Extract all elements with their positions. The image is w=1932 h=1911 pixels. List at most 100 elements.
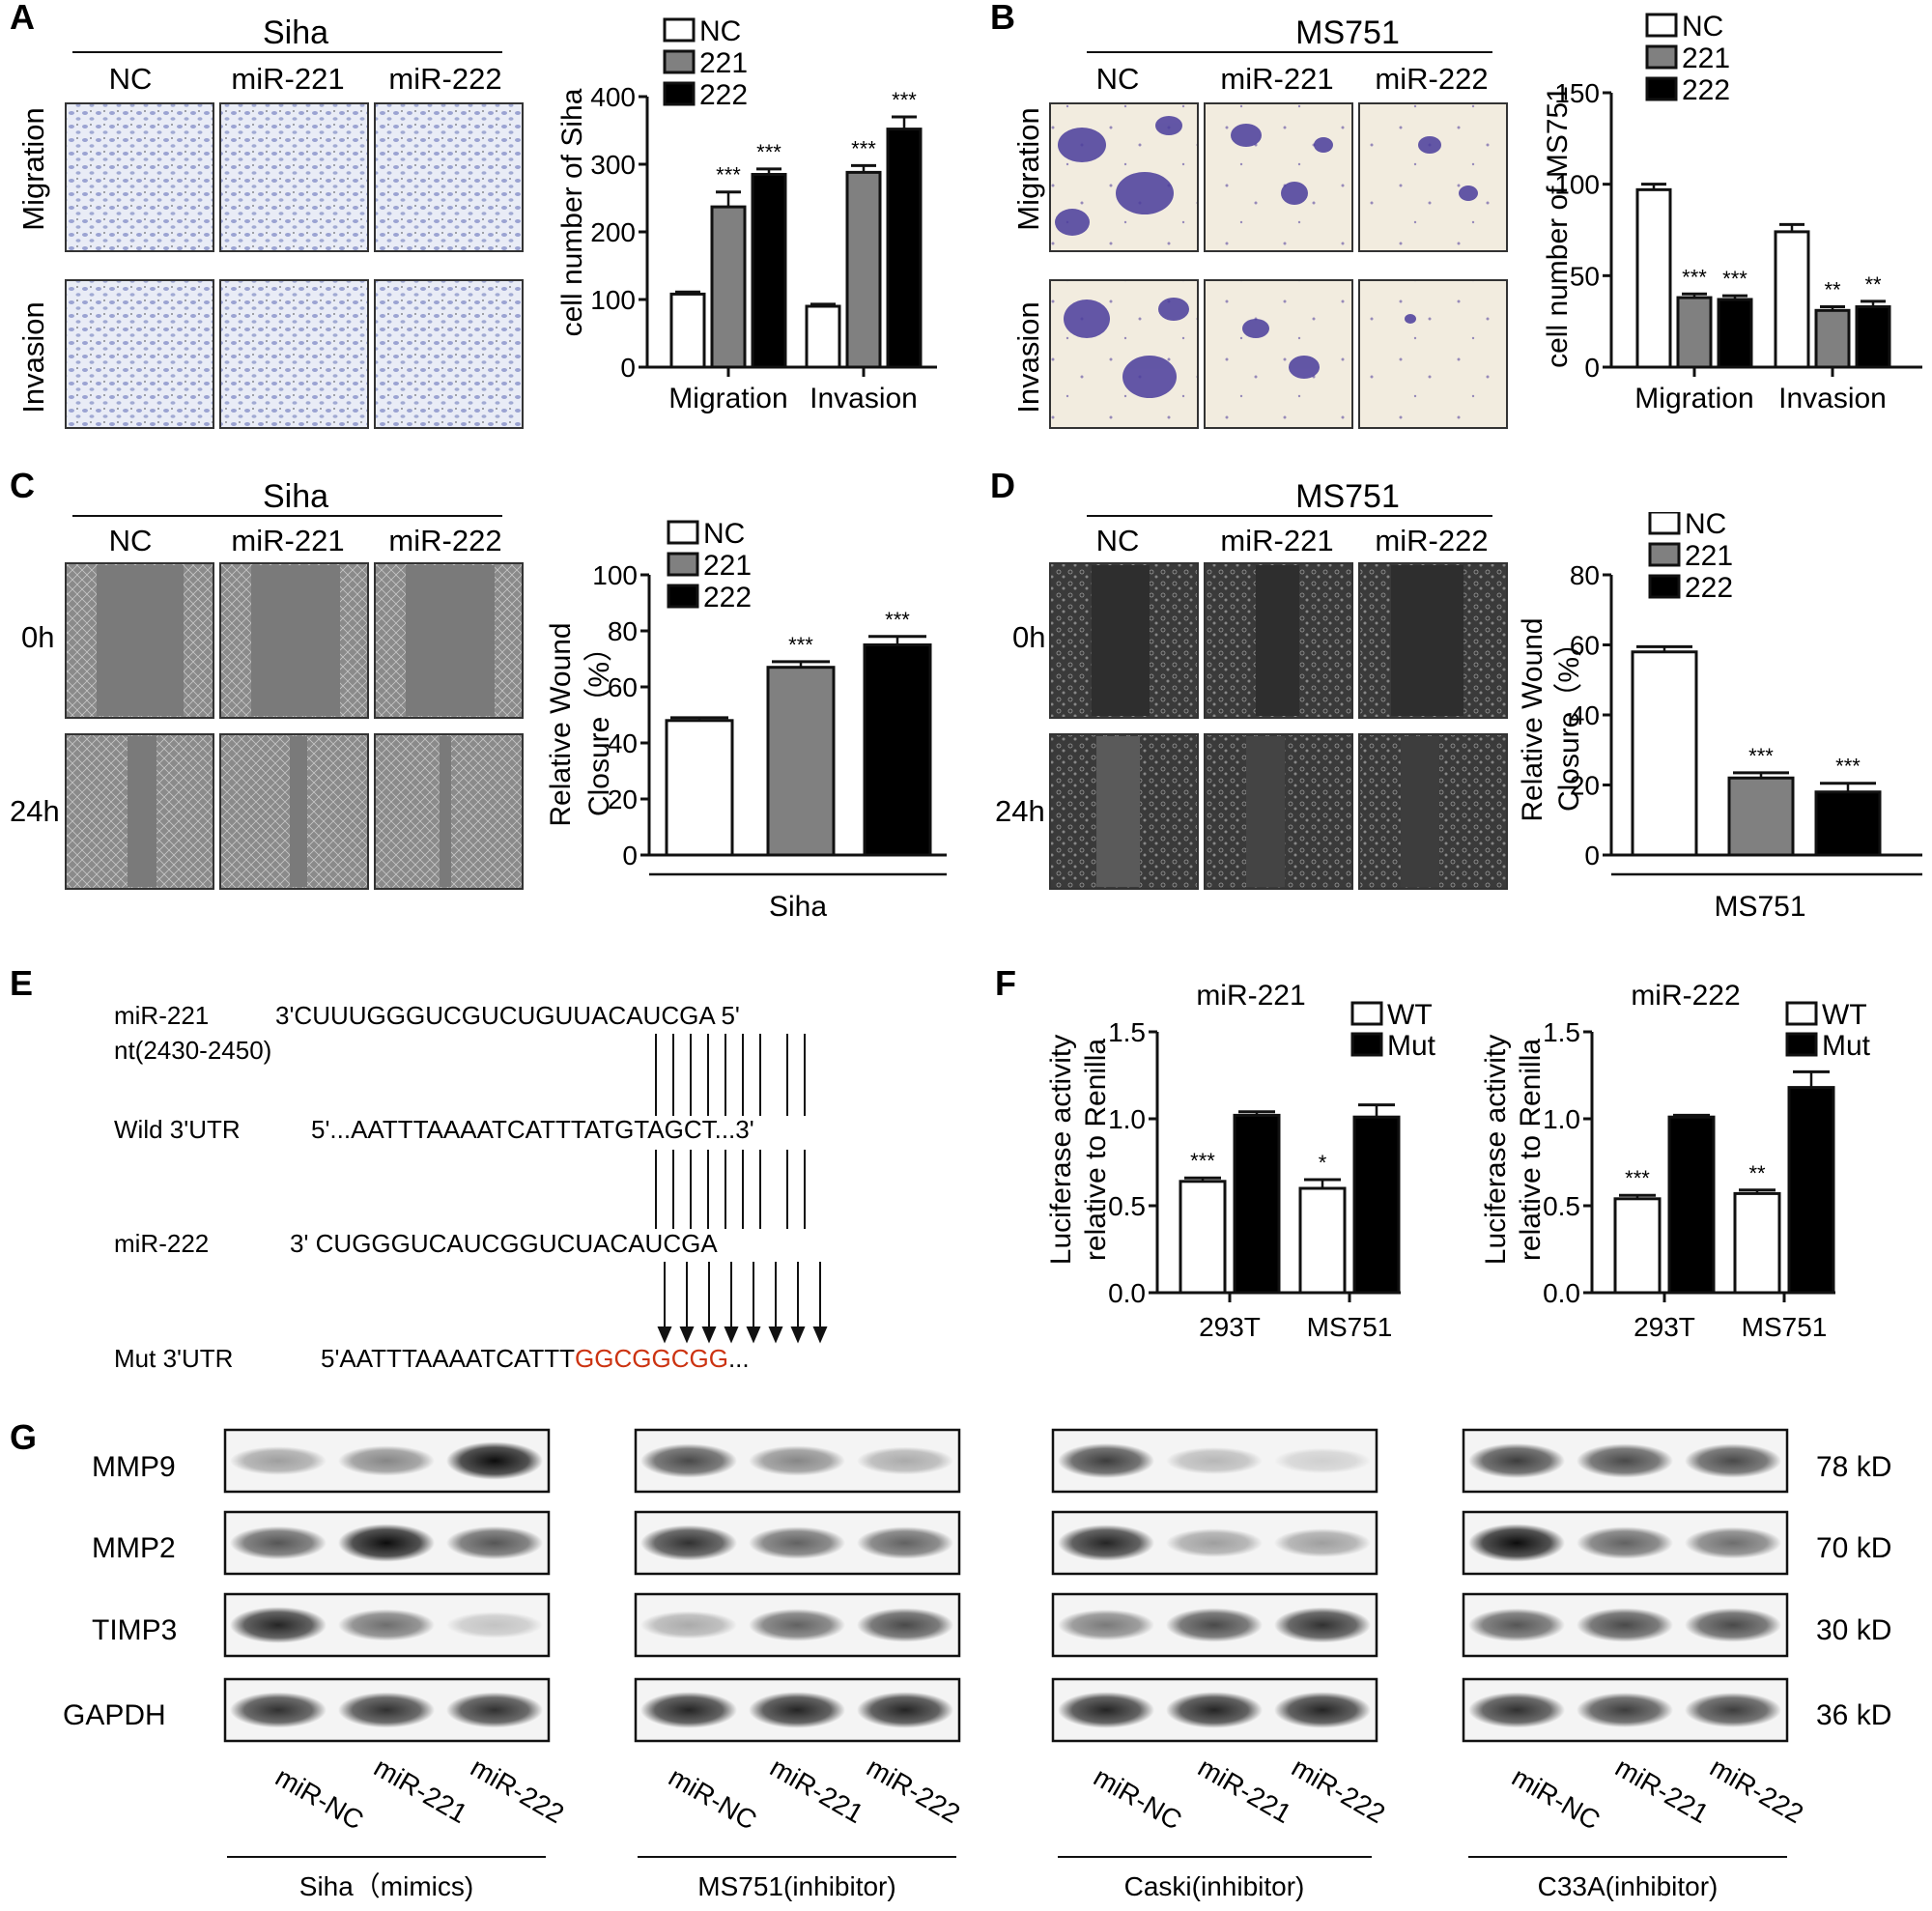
row-label: 0h [1012, 620, 1045, 654]
seq-label: Wild 3'UTR [114, 1115, 241, 1144]
row-label: Invasion [1011, 301, 1045, 413]
legend-label: NC [699, 15, 741, 47]
legend-label: 222 [703, 582, 752, 613]
panel-a: A Siha NC miR-221 miR-222 Migration Inva… [10, 0, 937, 429]
legend-swatch [1785, 1032, 1818, 1057]
legend-swatch [667, 520, 699, 545]
protein-band [1166, 1528, 1263, 1557]
col-label: miR-222 [388, 62, 501, 96]
protein-band [749, 1692, 845, 1728]
chart-f1: 0.0 0.5 1.0 1.5 *** 293T * MS751 miR-221 Lucifera… [1045, 980, 1436, 1342]
legend-swatch [1648, 542, 1681, 567]
panel-header: MS751 [1295, 478, 1400, 515]
blot-group-label: Caski(inhibitor) [1124, 1871, 1305, 1901]
significance-label: *** [716, 163, 741, 187]
protein-band [749, 1445, 845, 1476]
protein-band [1577, 1693, 1673, 1727]
legend-label: 222 [1682, 74, 1730, 106]
mutation-arrows [657, 1262, 828, 1344]
panel-b: B MS751 NC miR-221 miR-222 Migration Inv… [990, 0, 1922, 429]
protein-label: MMP9 [92, 1451, 176, 1483]
panel-header: Siha [263, 14, 328, 51]
bar [805, 304, 841, 369]
protein-band [1166, 1692, 1263, 1728]
micrograph [1358, 279, 1508, 429]
protein-band [857, 1608, 953, 1642]
protein-band [1468, 1692, 1565, 1728]
protein-band [640, 1692, 737, 1728]
protein-band [1468, 1443, 1565, 1478]
y-tick-label: 0 [620, 353, 636, 383]
y-tick-label: 60 [1570, 631, 1600, 661]
scratch-grid [1049, 562, 1508, 890]
y-tick-label: 200 [590, 217, 636, 247]
bar [766, 666, 836, 857]
col-label: miR-222 [388, 524, 501, 557]
western-blots [223, 1428, 1789, 1743]
kd-label: 30 kD [1816, 1614, 1891, 1646]
protein-band [446, 1441, 543, 1480]
x-tick-label: Invasion [810, 383, 918, 414]
y-tick-label: 150 [1554, 78, 1600, 108]
protein-band [1577, 1443, 1673, 1478]
legend-swatch [1645, 76, 1678, 101]
protein-band [749, 1526, 845, 1559]
panel-e: E miR-221 3'CUUUGGGUCGUCUGUUACAUCGA 5' n… [10, 963, 828, 1373]
legend-label: NC [1682, 11, 1723, 43]
x-axis-label: MS751 [1714, 891, 1805, 923]
seq-label: miR-221 [114, 1001, 209, 1030]
x-tick-label: Migration [668, 383, 787, 414]
row-label: Migration [16, 107, 50, 231]
lane-group-siha: miR-NC miR-221 miR-222 [270, 1752, 569, 1836]
protein-band [1468, 1524, 1565, 1562]
y-tick-label: 0.0 [1543, 1278, 1580, 1308]
panel-d: D MS751 NC miR-221 miR-222 0h 24h 0 20 40 6… [990, 466, 1922, 923]
protein-label: TIMP3 [92, 1614, 177, 1646]
legend-swatch [1645, 44, 1678, 70]
protein-band [338, 1524, 435, 1562]
chart-title: miR-222 [1631, 980, 1740, 1012]
bar [1179, 1180, 1227, 1295]
significance-label: * [1319, 1151, 1327, 1175]
legend-swatch [663, 49, 696, 74]
panel-label: F [995, 963, 1016, 1003]
micrograph [219, 279, 369, 429]
lane-label: miR-221 [765, 1752, 868, 1829]
bar [1774, 230, 1810, 369]
bar [1787, 1086, 1835, 1295]
sequence: 3'CUUUGGGUCGUCUGUUACAUCGA 5' [275, 1001, 740, 1030]
lane-label: miR-221 [369, 1752, 472, 1829]
legend-label: 221 [703, 550, 752, 582]
protein-band [230, 1446, 327, 1475]
protein-band [446, 1612, 543, 1639]
row-label: 24h [10, 794, 60, 828]
protein-band [857, 1526, 953, 1559]
bar [1733, 1191, 1781, 1295]
y-axis-label: Relative Wound [545, 622, 577, 826]
legend-label: NC [703, 518, 745, 550]
significance-label: *** [788, 633, 813, 657]
y-tick-label: 0.5 [1543, 1191, 1580, 1221]
blot-group-label: C33A(inhibitor) [1538, 1871, 1719, 1901]
significance-label: *** [851, 136, 876, 160]
y-axis-label: Relative Wound [1517, 617, 1548, 821]
bar [1631, 650, 1698, 857]
kd-label: 78 kD [1816, 1451, 1891, 1483]
legend-swatch [1350, 1032, 1383, 1057]
col-label: miR-222 [1375, 524, 1488, 557]
protein-band [1685, 1443, 1781, 1478]
y-tick-label: 400 [590, 82, 636, 112]
legend-label: 222 [1685, 572, 1733, 604]
row-label: Invasion [16, 301, 50, 413]
chart-c: 0 20 40 60 80 100 *** *** Siha Relative Wound Clos… [545, 518, 947, 923]
chart-a: 0 100 200 300 400 *** *** Migration *** *** Invasi… [556, 15, 937, 414]
bar [845, 170, 882, 369]
lane-label: miR-221 [1193, 1752, 1296, 1829]
y-axis-label: relative to Renilla [1515, 1039, 1547, 1261]
legend-label: Mut [1387, 1030, 1436, 1062]
x-tick-label: 293T [1199, 1312, 1261, 1342]
chart-f2: 0.0 0.5 1.0 1.5 *** 293T ** MS751 miR-222 Lucifer… [1480, 980, 1871, 1342]
y-tick-label: 80 [1570, 560, 1600, 590]
bar [1676, 296, 1713, 369]
panel-header: Siha [263, 478, 328, 515]
